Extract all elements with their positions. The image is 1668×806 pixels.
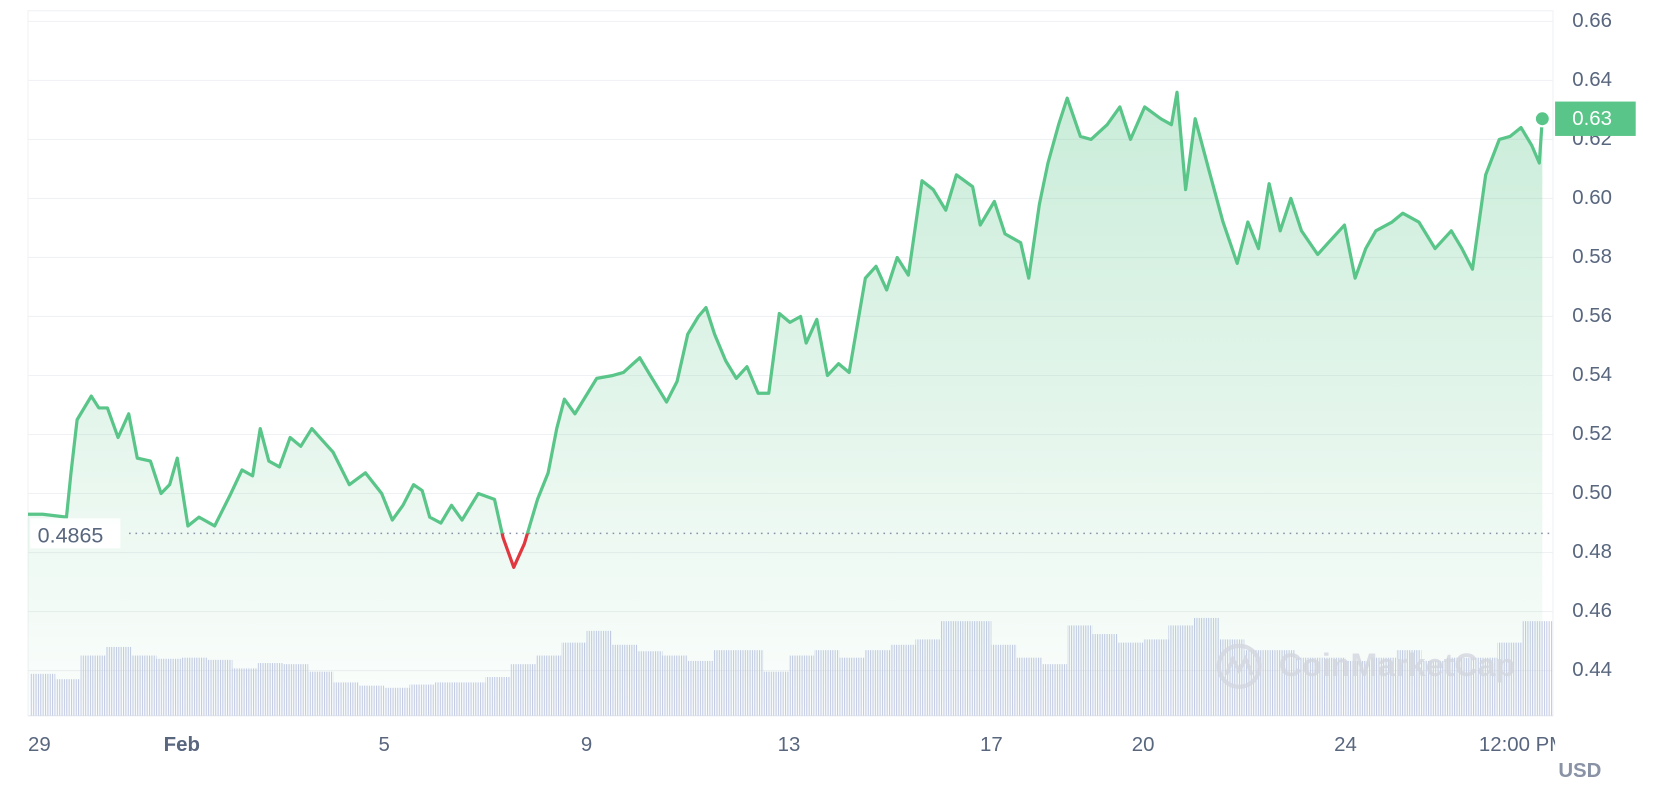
y-tick-label: 0.44 xyxy=(1572,659,1612,681)
y-tick-label: 0.54 xyxy=(1572,364,1612,386)
watermark-logo xyxy=(1216,643,1262,689)
currency-label: USD xyxy=(1558,760,1601,782)
watermark-logo-mark xyxy=(1224,654,1254,676)
x-tick-label: 9 xyxy=(581,734,592,756)
x-tick-label: 13 xyxy=(778,734,801,756)
y-tick-label: 0.56 xyxy=(1572,305,1612,327)
reference-label: 0.4865 xyxy=(38,523,104,547)
y-tick-label: 0.48 xyxy=(1572,541,1612,563)
x-tick-label: Feb xyxy=(164,734,200,756)
x-tick-label: 24 xyxy=(1334,734,1357,756)
y-tick-label: 0.52 xyxy=(1572,423,1612,445)
x-tick-label: 20 xyxy=(1132,734,1155,756)
x-tick-label: 12:00 PM xyxy=(1479,734,1566,756)
price-area xyxy=(27,92,1543,716)
x-tick-label: 5 xyxy=(379,734,390,756)
price-line xyxy=(27,90,1544,569)
x-tick-label: 17 xyxy=(980,734,1003,756)
last-price-box xyxy=(1555,101,1636,136)
last-price-dot xyxy=(1533,110,1551,128)
y-tick-label: 0.50 xyxy=(1572,482,1612,504)
y-tick-label: 0.60 xyxy=(1572,187,1612,209)
reference-label-bg xyxy=(30,518,121,549)
x-tick-label: 29 xyxy=(28,734,51,756)
watermark: CoinMarketCap xyxy=(1279,647,1515,683)
y-tick-label: 0.46 xyxy=(1572,600,1612,622)
last-price-label: 0.63 xyxy=(1572,108,1612,130)
y-tick-label: 0.66 xyxy=(1572,10,1612,32)
y-tick-label: 0.64 xyxy=(1572,69,1612,91)
y-tick-label: 0.58 xyxy=(1572,246,1612,268)
